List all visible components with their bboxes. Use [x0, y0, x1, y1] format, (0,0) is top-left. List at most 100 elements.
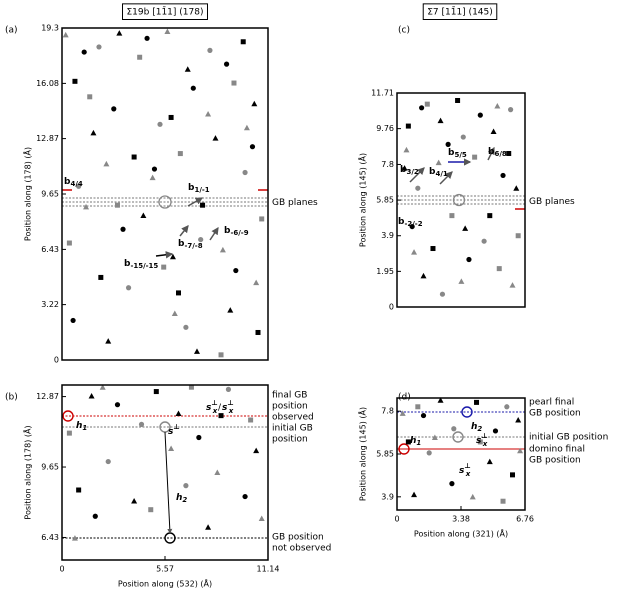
- gb-ring: [452, 193, 466, 207]
- annotation: b-2/-2: [398, 217, 423, 229]
- atom: [496, 266, 502, 272]
- atom: [481, 238, 487, 244]
- atom: [131, 497, 138, 504]
- y-tick-label: 9.65: [41, 190, 59, 199]
- annotation-main: h: [471, 422, 477, 432]
- atom: [399, 410, 406, 416]
- arrow: [209, 226, 219, 241]
- atom: [76, 487, 82, 493]
- annotation-sub: -7/-8: [184, 242, 202, 250]
- y-tick-label: 0: [54, 356, 59, 365]
- annotation-main: s: [476, 436, 482, 446]
- atom: [424, 101, 430, 107]
- annotation: GB planes: [529, 197, 575, 207]
- annotation-main: s: [168, 427, 174, 437]
- y-tick-label: 0: [389, 303, 394, 312]
- atom: [169, 253, 176, 260]
- atom: [62, 31, 69, 38]
- annotation: GB planes: [272, 198, 318, 208]
- arrow: [409, 167, 425, 183]
- annotation: b6/8: [488, 147, 507, 159]
- atom: [405, 439, 411, 445]
- atom: [219, 246, 226, 253]
- atom: [188, 384, 194, 390]
- gb-ring: [158, 195, 172, 209]
- annotation: s⊥ x: [459, 462, 471, 478]
- annotation-sub: 6/8: [494, 150, 506, 158]
- atom: [504, 404, 510, 410]
- atom: [431, 434, 438, 441]
- atom: [242, 493, 248, 500]
- annotation-main: b: [178, 239, 185, 249]
- atom: [71, 535, 78, 541]
- atom: [190, 85, 196, 91]
- atom: [87, 94, 93, 100]
- atom: [153, 389, 159, 395]
- annotation-main: GB planes: [272, 198, 318, 208]
- atom: [415, 185, 421, 191]
- atom: [420, 272, 427, 279]
- atom: [458, 278, 465, 284]
- atom: [510, 472, 516, 478]
- title-box: [122, 3, 208, 20]
- atom: [72, 78, 78, 84]
- y-tick-label: 3.9: [381, 492, 394, 501]
- x-tick-label: 0: [59, 565, 64, 574]
- annotation-main: s: [206, 403, 212, 413]
- arrow: [439, 171, 453, 185]
- atom: [462, 225, 469, 231]
- atom: [111, 106, 117, 112]
- annotation: b-7/-8: [178, 239, 203, 251]
- atom: [76, 183, 82, 189]
- annotation: h1: [410, 436, 421, 448]
- annotation-main: b: [429, 167, 436, 177]
- atom: [474, 399, 480, 405]
- annotation-sub: x: [482, 440, 488, 448]
- y-tick-label: 19.3: [41, 24, 59, 33]
- annotation: observed: [272, 413, 314, 423]
- y-tick-label: 11.71: [371, 89, 394, 98]
- atom: [66, 240, 72, 246]
- y-tick-label: 6.43: [41, 533, 59, 542]
- atom: [259, 216, 265, 222]
- y-tick-label: 12.87: [36, 392, 59, 401]
- annotation-sub: x: [212, 407, 218, 415]
- atom: [437, 117, 444, 124]
- annotation-main: /: [218, 403, 222, 413]
- annotation: h2: [176, 493, 187, 505]
- annotation-sub: 1: [416, 439, 421, 447]
- atom: [200, 202, 206, 208]
- atom: [243, 124, 250, 131]
- arrow: [487, 146, 495, 161]
- atom: [193, 348, 200, 354]
- atom: [233, 267, 239, 274]
- atom: [437, 397, 444, 403]
- atom: [409, 223, 415, 230]
- annotation-main: h: [410, 436, 416, 446]
- atom: [227, 307, 234, 313]
- atom: [125, 285, 132, 291]
- annotation-sub: 4/4: [70, 180, 82, 188]
- y-tick-label: 7.8: [381, 407, 394, 416]
- gb-ring: [461, 406, 473, 418]
- atom: [96, 44, 102, 50]
- annotation-sub: 4/1: [435, 170, 447, 178]
- atom: [225, 386, 232, 392]
- arrow: [179, 225, 189, 237]
- annotation-sup: ⊥: [481, 432, 487, 440]
- atom: [168, 114, 174, 120]
- panel-title: Σ7 [11̄1] (145): [427, 6, 493, 18]
- atom: [231, 80, 237, 86]
- plot-frame: [61, 27, 269, 361]
- gb-ring: [62, 410, 74, 422]
- annotation-main: b: [64, 177, 71, 187]
- annotation: b4/1: [429, 167, 448, 179]
- annotation-main: s: [222, 403, 228, 413]
- plot-frame: [396, 397, 526, 511]
- atom: [138, 421, 145, 427]
- annotation: GB position: [529, 456, 581, 466]
- atom: [171, 310, 178, 317]
- atom: [90, 129, 97, 136]
- gb-ring: [452, 431, 464, 443]
